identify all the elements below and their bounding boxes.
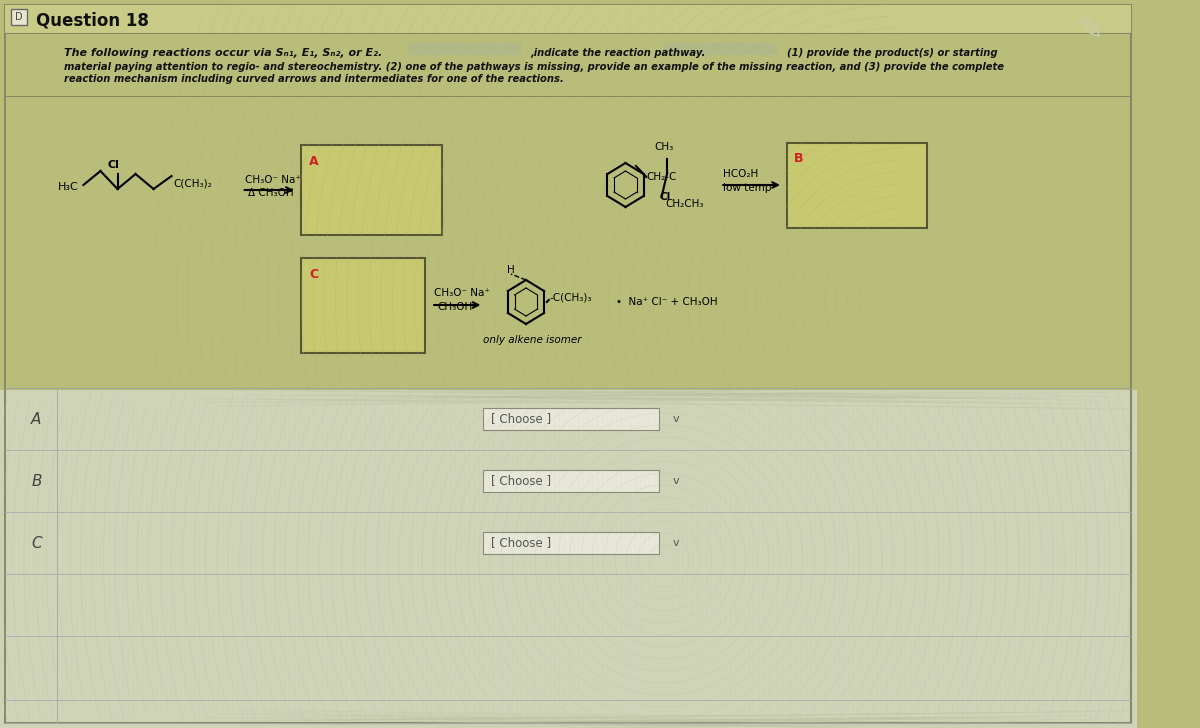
Bar (301, 145, 442, 235)
Text: CH₃OH: CH₃OH (438, 302, 473, 312)
Bar (301, 258, 425, 353)
Text: C(CH₃)₂: C(CH₃)₂ (174, 178, 212, 188)
Text: [ Choose ]: [ Choose ] (491, 475, 551, 488)
Text: [ Choose ]: [ Choose ] (491, 413, 551, 425)
Text: Cl: Cl (660, 192, 671, 202)
Text: HCO₂H: HCO₂H (724, 169, 758, 179)
Text: C: C (31, 536, 42, 550)
Bar (664, 43, 778, 55)
Bar (408, 43, 521, 55)
Bar (484, 532, 659, 554)
Text: v: v (673, 414, 679, 424)
Bar (0, 0, 1138, 390)
Text: A: A (31, 411, 42, 427)
Text: H: H (508, 265, 515, 275)
Text: Δ CH₃OH: Δ CH₃OH (248, 188, 294, 198)
Text: •  Na⁺ Cl⁻ + CH₃OH: • Na⁺ Cl⁻ + CH₃OH (616, 297, 718, 307)
Text: CH₃O⁻ Na⁺: CH₃O⁻ Na⁺ (434, 288, 490, 298)
Bar (484, 408, 659, 430)
Bar (5, 5, 1130, 33)
Text: B: B (794, 152, 804, 165)
Bar (787, 143, 926, 228)
Text: reaction mechanism including curved arrows and intermediates for one of the reac: reaction mechanism including curved arro… (65, 74, 564, 84)
Text: H₃C: H₃C (58, 182, 79, 192)
Text: Question 18: Question 18 (36, 11, 149, 29)
Text: ✎: ✎ (1078, 15, 1103, 44)
Bar (0, 390, 1138, 728)
Text: The following reactions occur via Sₙ₁, E₁, Sₙ₂, or E₂.: The following reactions occur via Sₙ₁, E… (65, 48, 383, 58)
Text: C: C (308, 268, 318, 281)
Text: (1) provide the product(s) or starting: (1) provide the product(s) or starting (787, 48, 997, 58)
Text: v: v (673, 538, 679, 548)
Text: v: v (673, 476, 679, 486)
Text: CH₂CH₃: CH₂CH₃ (665, 199, 704, 209)
Text: [ Choose ]: [ Choose ] (491, 537, 551, 550)
Text: A: A (308, 155, 318, 168)
Text: CH₃: CH₃ (654, 142, 673, 152)
Bar (484, 470, 659, 492)
Text: ,indicate the reaction pathway.: ,indicate the reaction pathway. (530, 48, 706, 58)
Text: CH₂-C: CH₂-C (647, 172, 677, 182)
Text: low temp: low temp (724, 183, 772, 193)
Text: D: D (16, 12, 23, 22)
Text: Cl: Cl (108, 160, 120, 170)
Text: only alkene isomer: only alkene isomer (484, 335, 582, 345)
Text: CH₃O⁻ Na⁺: CH₃O⁻ Na⁺ (245, 175, 300, 185)
Text: -C(CH₃)₃: -C(CH₃)₃ (550, 292, 592, 302)
Text: material paying attention to regio- and stereochemistry. (2) one of the pathways: material paying attention to regio- and … (65, 62, 1004, 72)
Bar (11, 9, 26, 25)
Text: B: B (31, 473, 42, 488)
